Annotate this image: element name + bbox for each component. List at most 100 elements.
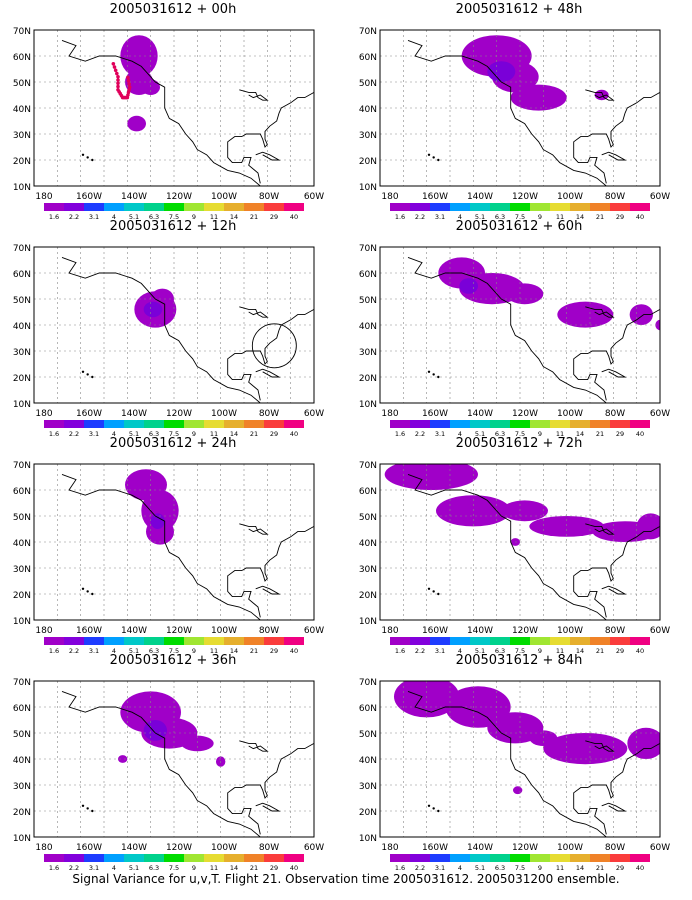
lat-label: 10N — [359, 834, 377, 844]
colorbar-swatch — [390, 854, 410, 862]
colorbar-label: 7.5 — [515, 430, 525, 438]
colorbar-swatch — [630, 854, 650, 862]
colorbar-label: 2.2 — [69, 647, 79, 655]
colorbar-label: 9 — [192, 430, 196, 438]
colorbar-swatch — [470, 420, 490, 428]
lon-label: 120W — [166, 843, 192, 853]
colorbar-swatch — [184, 203, 204, 211]
lat-label: 50N — [13, 513, 31, 523]
lon-label: 100W — [211, 626, 237, 636]
colorbar-label: 14 — [576, 647, 584, 655]
map-panel: 2005031612 + 24h 70N 60N 50N 40N 30N 20N 10N 180… — [0, 434, 346, 655]
lat-label: 40N — [359, 322, 377, 332]
colorbar-swatch — [410, 203, 430, 211]
variance-region — [629, 304, 653, 325]
colorbar-swatch — [164, 420, 184, 428]
lat-label: 20N — [359, 808, 377, 818]
colorbar-swatch — [204, 203, 224, 211]
colorbar-label: 2.2 — [415, 864, 425, 872]
colorbar-label: 14 — [576, 430, 584, 438]
colorbar-swatch — [264, 203, 284, 211]
map-panel: 2005031612 + 00h 70N 60N 50N 40N 30N 20N 10N 180… — [0, 0, 346, 221]
colorbar-label: 11 — [210, 430, 218, 438]
observation-point — [126, 75, 130, 80]
island — [432, 590, 435, 593]
colorbar-swatch — [450, 203, 470, 211]
colorbar-label: 7.5 — [515, 647, 525, 655]
colorbar-label: 11 — [210, 864, 218, 872]
coastline — [601, 151, 627, 161]
coastline — [407, 256, 607, 403]
observation-point — [113, 68, 118, 73]
colorbar-label: 40 — [636, 647, 644, 655]
lat-label: 50N — [359, 79, 377, 89]
colorbar-swatch — [390, 420, 410, 428]
colorbar-label: 40 — [290, 647, 298, 655]
lat-label: 50N — [359, 513, 377, 523]
colorbar-label: 5.1 — [129, 213, 139, 221]
variance-region — [529, 516, 604, 537]
island — [86, 373, 89, 376]
lon-label: 160W — [76, 409, 102, 419]
colorbar-swatch — [530, 854, 550, 862]
colorbar-label: 29 — [270, 213, 278, 221]
colorbar-label: 4 — [458, 647, 462, 655]
map-frame — [379, 463, 661, 621]
lat-label: 70N — [13, 244, 31, 254]
colorbar-label: 2.2 — [415, 647, 425, 655]
colorbar-label: 2.2 — [69, 864, 79, 872]
colorbar-label: 5.1 — [475, 430, 485, 438]
colorbar-swatch — [530, 637, 550, 645]
colorbar-label: 7.5 — [515, 864, 525, 872]
coastline — [239, 740, 269, 752]
lat-label: 30N — [13, 565, 31, 575]
colorbar-swatch — [610, 203, 630, 211]
colorbar-swatch — [164, 203, 184, 211]
coastline — [601, 368, 627, 378]
colorbar-swatch — [510, 420, 530, 428]
coastline — [573, 92, 660, 184]
colorbar-swatch — [450, 420, 470, 428]
colorbar-swatch — [610, 420, 630, 428]
colorbar-swatch — [590, 203, 610, 211]
colorbar-label: 1.6 — [49, 430, 59, 438]
colorbar-label: 6.3 — [495, 864, 505, 872]
lat-label: 50N — [13, 730, 31, 740]
colorbar-swatch — [84, 637, 104, 645]
colorbar-swatch — [244, 420, 264, 428]
lat-label: 70N — [359, 27, 377, 37]
lon-label: 100W — [211, 843, 237, 853]
colorbar-label: 6.3 — [149, 430, 159, 438]
lon-label: 120W — [512, 626, 538, 636]
lat-label: 30N — [13, 131, 31, 141]
coastline — [255, 802, 281, 812]
colorbar-swatch — [630, 637, 650, 645]
colorbar-label: 3.1 — [435, 864, 445, 872]
colorbar-swatch — [570, 420, 590, 428]
lon-label: 140W — [467, 843, 493, 853]
map-plot: 70N 60N 50N 40N 30N 20N 10N 180 160W 140W 120W 100W… — [13, 27, 324, 221]
colorbar-swatch — [224, 854, 244, 862]
lon-label: 80W — [259, 409, 279, 419]
island — [427, 804, 431, 807]
lat-label: 40N — [359, 105, 377, 115]
colorbar-swatch — [84, 203, 104, 211]
lon-label: 180 — [35, 626, 52, 636]
island — [432, 156, 435, 159]
lat-label: 60N — [359, 53, 377, 63]
colorbar-swatch — [224, 203, 244, 211]
lon-label: 120W — [512, 843, 538, 853]
lat-label: 40N — [13, 539, 31, 549]
island — [81, 370, 85, 373]
colorbar-label: 9 — [192, 213, 196, 221]
lat-label: 60N — [13, 487, 31, 497]
colorbar-swatch — [124, 637, 144, 645]
lon-label: 160W — [76, 192, 102, 202]
colorbar-label: 14 — [230, 647, 238, 655]
colorbar-swatch — [144, 637, 164, 645]
colorbar-label: 9 — [538, 864, 542, 872]
variance-region — [557, 301, 614, 328]
lon-label: 120W — [166, 192, 192, 202]
lat-label: 20N — [13, 808, 31, 818]
lat-label: 30N — [359, 348, 377, 358]
